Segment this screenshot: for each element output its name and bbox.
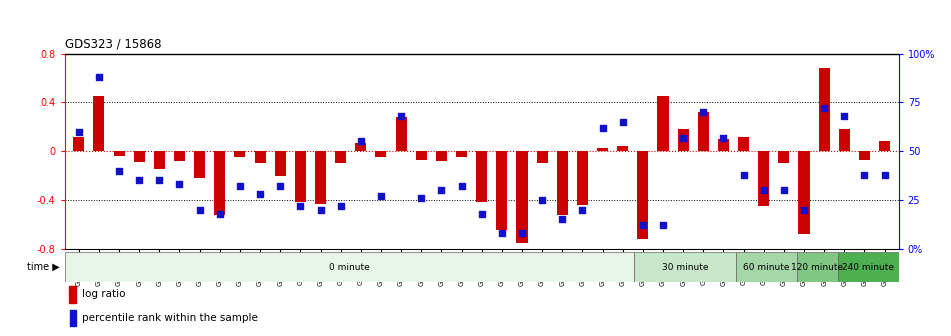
Bar (73, 137, 85, 151)
Bar (65, 252, 634, 282)
Point (71, 129, 87, 134)
Bar (154, 151, 165, 169)
Bar (819, 69, 829, 151)
Point (474, 211, 489, 216)
Point (333, 203, 348, 208)
Text: GDS323 / 15868: GDS323 / 15868 (65, 37, 161, 50)
Bar (496, 151, 508, 230)
Bar (657, 96, 669, 151)
Bar (797, 252, 838, 282)
Point (111, 168, 126, 173)
Text: 30 minute: 30 minute (662, 263, 708, 271)
Bar (859, 151, 870, 160)
Point (857, 172, 872, 177)
Bar (597, 148, 608, 151)
Point (796, 207, 811, 212)
Text: 120 minute: 120 minute (791, 263, 844, 271)
Point (574, 207, 590, 212)
Bar (396, 117, 407, 151)
Point (273, 183, 288, 189)
Point (817, 106, 832, 111)
Bar (736, 252, 797, 282)
Bar (556, 151, 568, 214)
Point (776, 187, 791, 193)
Text: 0 minute: 0 minute (329, 263, 370, 271)
Point (293, 203, 308, 208)
Point (756, 187, 771, 193)
Bar (134, 151, 145, 162)
Point (837, 114, 852, 119)
Bar (295, 151, 306, 202)
Text: 60 minute: 60 minute (744, 263, 789, 271)
Text: log ratio: log ratio (82, 290, 126, 299)
Bar (718, 139, 729, 151)
Bar (799, 151, 809, 234)
Bar (174, 151, 185, 161)
Point (394, 114, 409, 119)
Point (615, 119, 631, 125)
Bar (68, 286, 76, 303)
Bar (634, 252, 736, 282)
Bar (69, 310, 76, 326)
Point (374, 193, 389, 199)
Point (736, 172, 751, 177)
Bar (416, 151, 427, 160)
Point (434, 187, 449, 193)
Point (313, 207, 328, 212)
Point (514, 230, 530, 236)
Bar (356, 143, 366, 151)
Bar (436, 151, 447, 161)
Bar (678, 129, 689, 151)
Point (716, 135, 731, 140)
Bar (838, 252, 899, 282)
Point (131, 178, 146, 183)
Bar (637, 151, 649, 239)
Point (192, 207, 207, 212)
Bar (113, 151, 125, 156)
Point (172, 182, 187, 187)
Point (675, 135, 690, 140)
Bar (335, 151, 346, 163)
Bar (698, 112, 708, 151)
Point (454, 183, 469, 189)
Point (353, 139, 368, 144)
Point (534, 197, 550, 203)
Bar (214, 151, 225, 214)
Bar (456, 151, 467, 157)
Text: percentile rank within the sample: percentile rank within the sample (82, 313, 258, 323)
Bar (476, 151, 487, 202)
Bar (516, 151, 528, 243)
Point (414, 195, 429, 201)
Bar (194, 151, 205, 178)
Bar (879, 141, 890, 151)
Bar (315, 151, 326, 204)
Bar (93, 96, 105, 151)
Point (655, 222, 670, 228)
Bar (738, 137, 749, 151)
Text: 240 minute: 240 minute (843, 263, 894, 271)
Bar (376, 151, 386, 157)
Point (554, 217, 570, 222)
Point (91, 75, 107, 80)
Bar (577, 151, 588, 205)
Bar (275, 151, 285, 175)
Bar (617, 146, 629, 151)
Point (232, 183, 247, 189)
Point (696, 110, 711, 115)
Point (877, 172, 892, 177)
Point (252, 192, 267, 197)
Bar (839, 129, 850, 151)
Bar (234, 151, 245, 157)
Point (635, 222, 650, 228)
Point (495, 230, 510, 236)
Bar (536, 151, 548, 163)
Bar (255, 151, 265, 163)
Text: time ▶: time ▶ (28, 262, 60, 272)
Point (212, 211, 227, 216)
Point (152, 178, 167, 183)
Bar (778, 151, 789, 163)
Point (595, 125, 611, 130)
Bar (758, 151, 769, 206)
